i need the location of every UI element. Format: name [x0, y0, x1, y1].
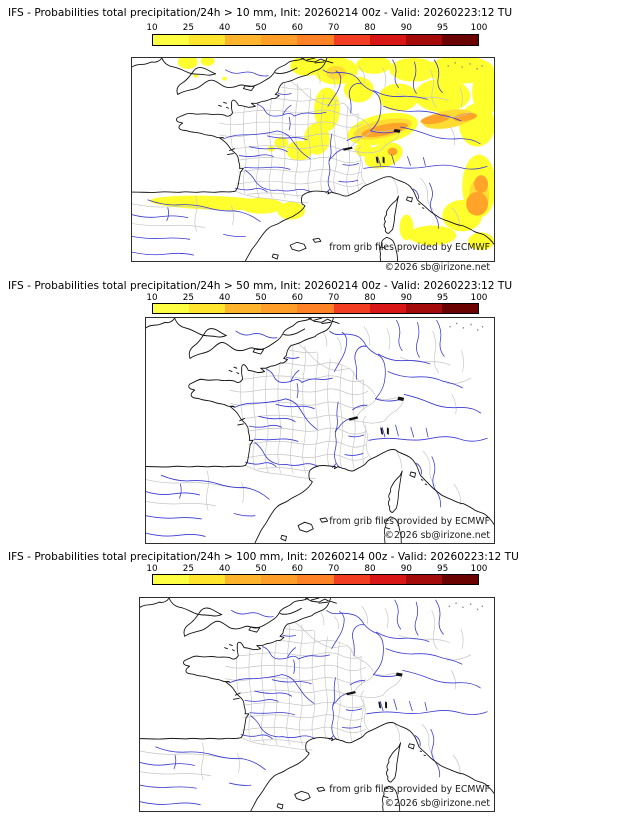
colorbar-tick-label: 10: [146, 564, 158, 574]
panel-3-title: IFS - Probabilities total precipitation/…: [8, 551, 519, 563]
colorbar-tick-label: 90: [400, 293, 412, 303]
colorbar-segment: [153, 575, 190, 584]
panel-2-colorbar-ticks: 10 25 40 50 60 70 80 90 95 100: [146, 293, 487, 303]
colorbar-tick-label: 25: [182, 23, 194, 33]
colorbar-segment: [153, 304, 190, 313]
colorbar-tick-label: 90: [400, 564, 412, 574]
panel-3-map: from grib files provided by ECMWF ©2026 …: [139, 597, 495, 812]
colorbar-tick-label: 50: [255, 293, 267, 303]
colorbar-segment: [261, 35, 298, 45]
colorbar-segment: [369, 575, 406, 584]
colorbar-segment: [225, 575, 262, 584]
colorbar-tick-label: 80: [364, 293, 376, 303]
ecmwf-attribution: from grib files provided by ECMWF: [329, 784, 490, 795]
colorbar-tick-label: 70: [328, 293, 340, 303]
panel-1-map-svg: [132, 58, 494, 261]
colorbar-segment: [297, 575, 334, 584]
colorbar-tick-label: 50: [255, 564, 267, 574]
panel-2-map: from grib files provided by ECMWF ©2026 …: [145, 317, 495, 544]
colorbar-tick-label: 60: [291, 293, 303, 303]
panel-1-colorbar-ticks: 10 25 40 50 60 70 80 90 95 100: [146, 23, 487, 33]
copyright-text: ©2026 sb@irizone.net: [384, 798, 490, 809]
colorbar-segment: [405, 304, 442, 313]
panel-3-colorbar-ticks: 10 25 40 50 60 70 80 90 95 100: [146, 564, 487, 574]
colorbar-segment: [333, 575, 370, 584]
colorbar-segment: [369, 304, 406, 313]
colorbar-tick-label: 100: [470, 564, 488, 574]
panel-1-colorbar: [152, 34, 479, 46]
colorbar-segment: [297, 35, 334, 45]
copyright-text: ©2026 sb@irizone.net: [384, 262, 490, 273]
colorbar-tick-label: 100: [470, 23, 488, 33]
colorbar-tick-label: 25: [182, 564, 194, 574]
colorbar-segment: [441, 575, 478, 584]
colorbar-segment: [297, 304, 334, 313]
colorbar-tick-label: 95: [437, 564, 449, 574]
panel-3-colorbar: [152, 574, 479, 585]
panel-1-map: from grib files provided by ECMWF ©2026 …: [131, 57, 495, 273]
colorbar-tick-label: 10: [146, 23, 158, 33]
colorbar-tick-label: 100: [470, 293, 488, 303]
colorbar-segment: [189, 304, 226, 313]
copyright-text: ©2026 sb@irizone.net: [384, 530, 490, 541]
panel-2-map-svg: [146, 318, 494, 543]
colorbar-tick-label: 70: [328, 564, 340, 574]
colorbar-tick-label: 40: [219, 293, 231, 303]
colorbar-segment: [225, 35, 262, 45]
colorbar-tick-label: 60: [291, 564, 303, 574]
colorbar-tick-label: 90: [400, 23, 412, 33]
colorbar-segment: [189, 575, 226, 584]
colorbar-tick-label: 80: [364, 564, 376, 574]
colorbar-tick-label: 80: [364, 23, 376, 33]
colorbar-segment: [225, 304, 262, 313]
panel-3-map-svg: [140, 598, 494, 811]
colorbar-segment: [189, 35, 226, 45]
colorbar-tick-label: 60: [291, 23, 303, 33]
colorbar-tick-label: 25: [182, 293, 194, 303]
colorbar-segment: [333, 304, 370, 313]
panel-2-colorbar: [152, 303, 479, 314]
colorbar-tick-label: 50: [255, 23, 267, 33]
colorbar-segment: [261, 304, 298, 313]
colorbar-segment: [405, 35, 442, 45]
panel-2-title: IFS - Probabilities total precipitation/…: [8, 280, 513, 292]
ecmwf-attribution: from grib files provided by ECMWF: [329, 242, 490, 253]
colorbar-tick-label: 40: [219, 23, 231, 33]
colorbar-tick-label: 40: [219, 564, 231, 574]
panel-1-title: IFS - Probabilities total precipitation/…: [8, 7, 513, 19]
ecmwf-attribution: from grib files provided by ECMWF: [329, 516, 490, 527]
colorbar-segment: [405, 575, 442, 584]
colorbar-segment: [333, 35, 370, 45]
colorbar-tick-label: 95: [437, 293, 449, 303]
colorbar-segment: [441, 35, 478, 45]
colorbar-segment: [441, 304, 478, 313]
colorbar-segment: [261, 575, 298, 584]
colorbar-tick-label: 70: [328, 23, 340, 33]
colorbar-segment: [369, 35, 406, 45]
colorbar-tick-label: 10: [146, 293, 158, 303]
colorbar-segment: [153, 35, 190, 45]
colorbar-tick-label: 95: [437, 23, 449, 33]
